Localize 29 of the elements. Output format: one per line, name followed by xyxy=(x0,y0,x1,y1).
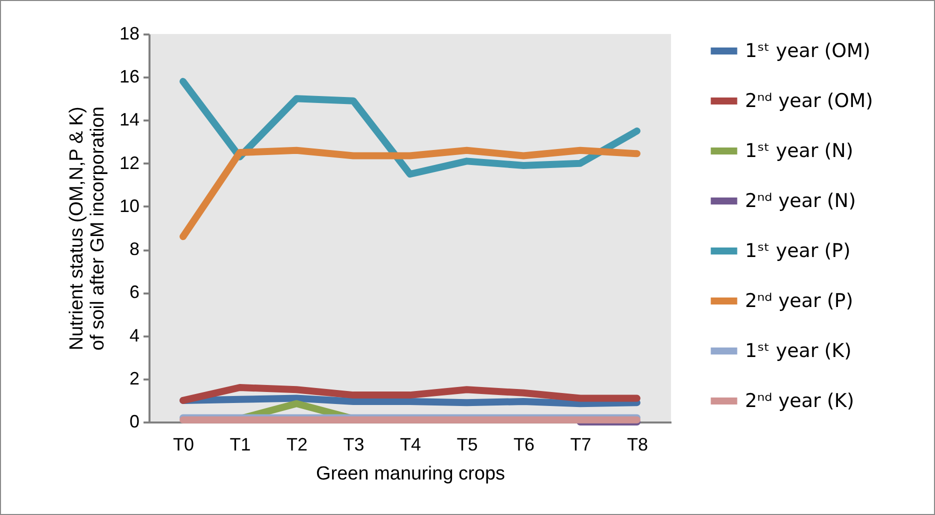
legend-label: 2ⁿᵈ year (K) xyxy=(745,390,854,412)
legend-label: 1ˢᵗ year (OM) xyxy=(745,40,870,62)
y-axis-title: Nutrient status (OM,N,P & K) of soil after GM incorporation xyxy=(66,106,108,350)
x-axis-title: Green manuring crops xyxy=(316,464,506,484)
y-tick-label: 14 xyxy=(119,110,140,130)
y-tick-label: 6 xyxy=(129,282,140,302)
x-tick-label: T3 xyxy=(343,434,364,454)
legend-label: 1ˢᵗ year (P) xyxy=(745,240,851,262)
legend-label: 1ˢᵗ year (K) xyxy=(745,340,852,362)
x-tick-label: T0 xyxy=(173,434,194,454)
y-tick-label: 16 xyxy=(119,66,140,87)
y-tick-label: 4 xyxy=(129,325,140,346)
x-tick-label: T1 xyxy=(230,434,251,454)
y-tick-label: 18 xyxy=(119,24,140,44)
x-tick-label: T8 xyxy=(626,434,648,454)
x-tick-label: T7 xyxy=(570,434,592,454)
x-tick-label: T6 xyxy=(513,434,534,454)
x-tick-label: T5 xyxy=(456,434,478,454)
legend-label: 2ⁿᵈ year (P) xyxy=(745,290,854,312)
y-tick-label: 12 xyxy=(119,152,140,173)
y-tick-label: 2 xyxy=(129,368,140,388)
legend-label: 2ⁿᵈ year (N) xyxy=(745,190,856,212)
y-tick-label: 8 xyxy=(129,239,140,260)
y-tick-label: 10 xyxy=(119,196,140,216)
x-tick-label: T4 xyxy=(400,434,422,454)
legend-label: 2ⁿᵈ year (OM) xyxy=(745,90,873,112)
legend-label: 1ˢᵗ year (N) xyxy=(745,140,854,162)
x-tick-label: T2 xyxy=(286,434,308,454)
y-tick-label: 0 xyxy=(129,412,140,432)
